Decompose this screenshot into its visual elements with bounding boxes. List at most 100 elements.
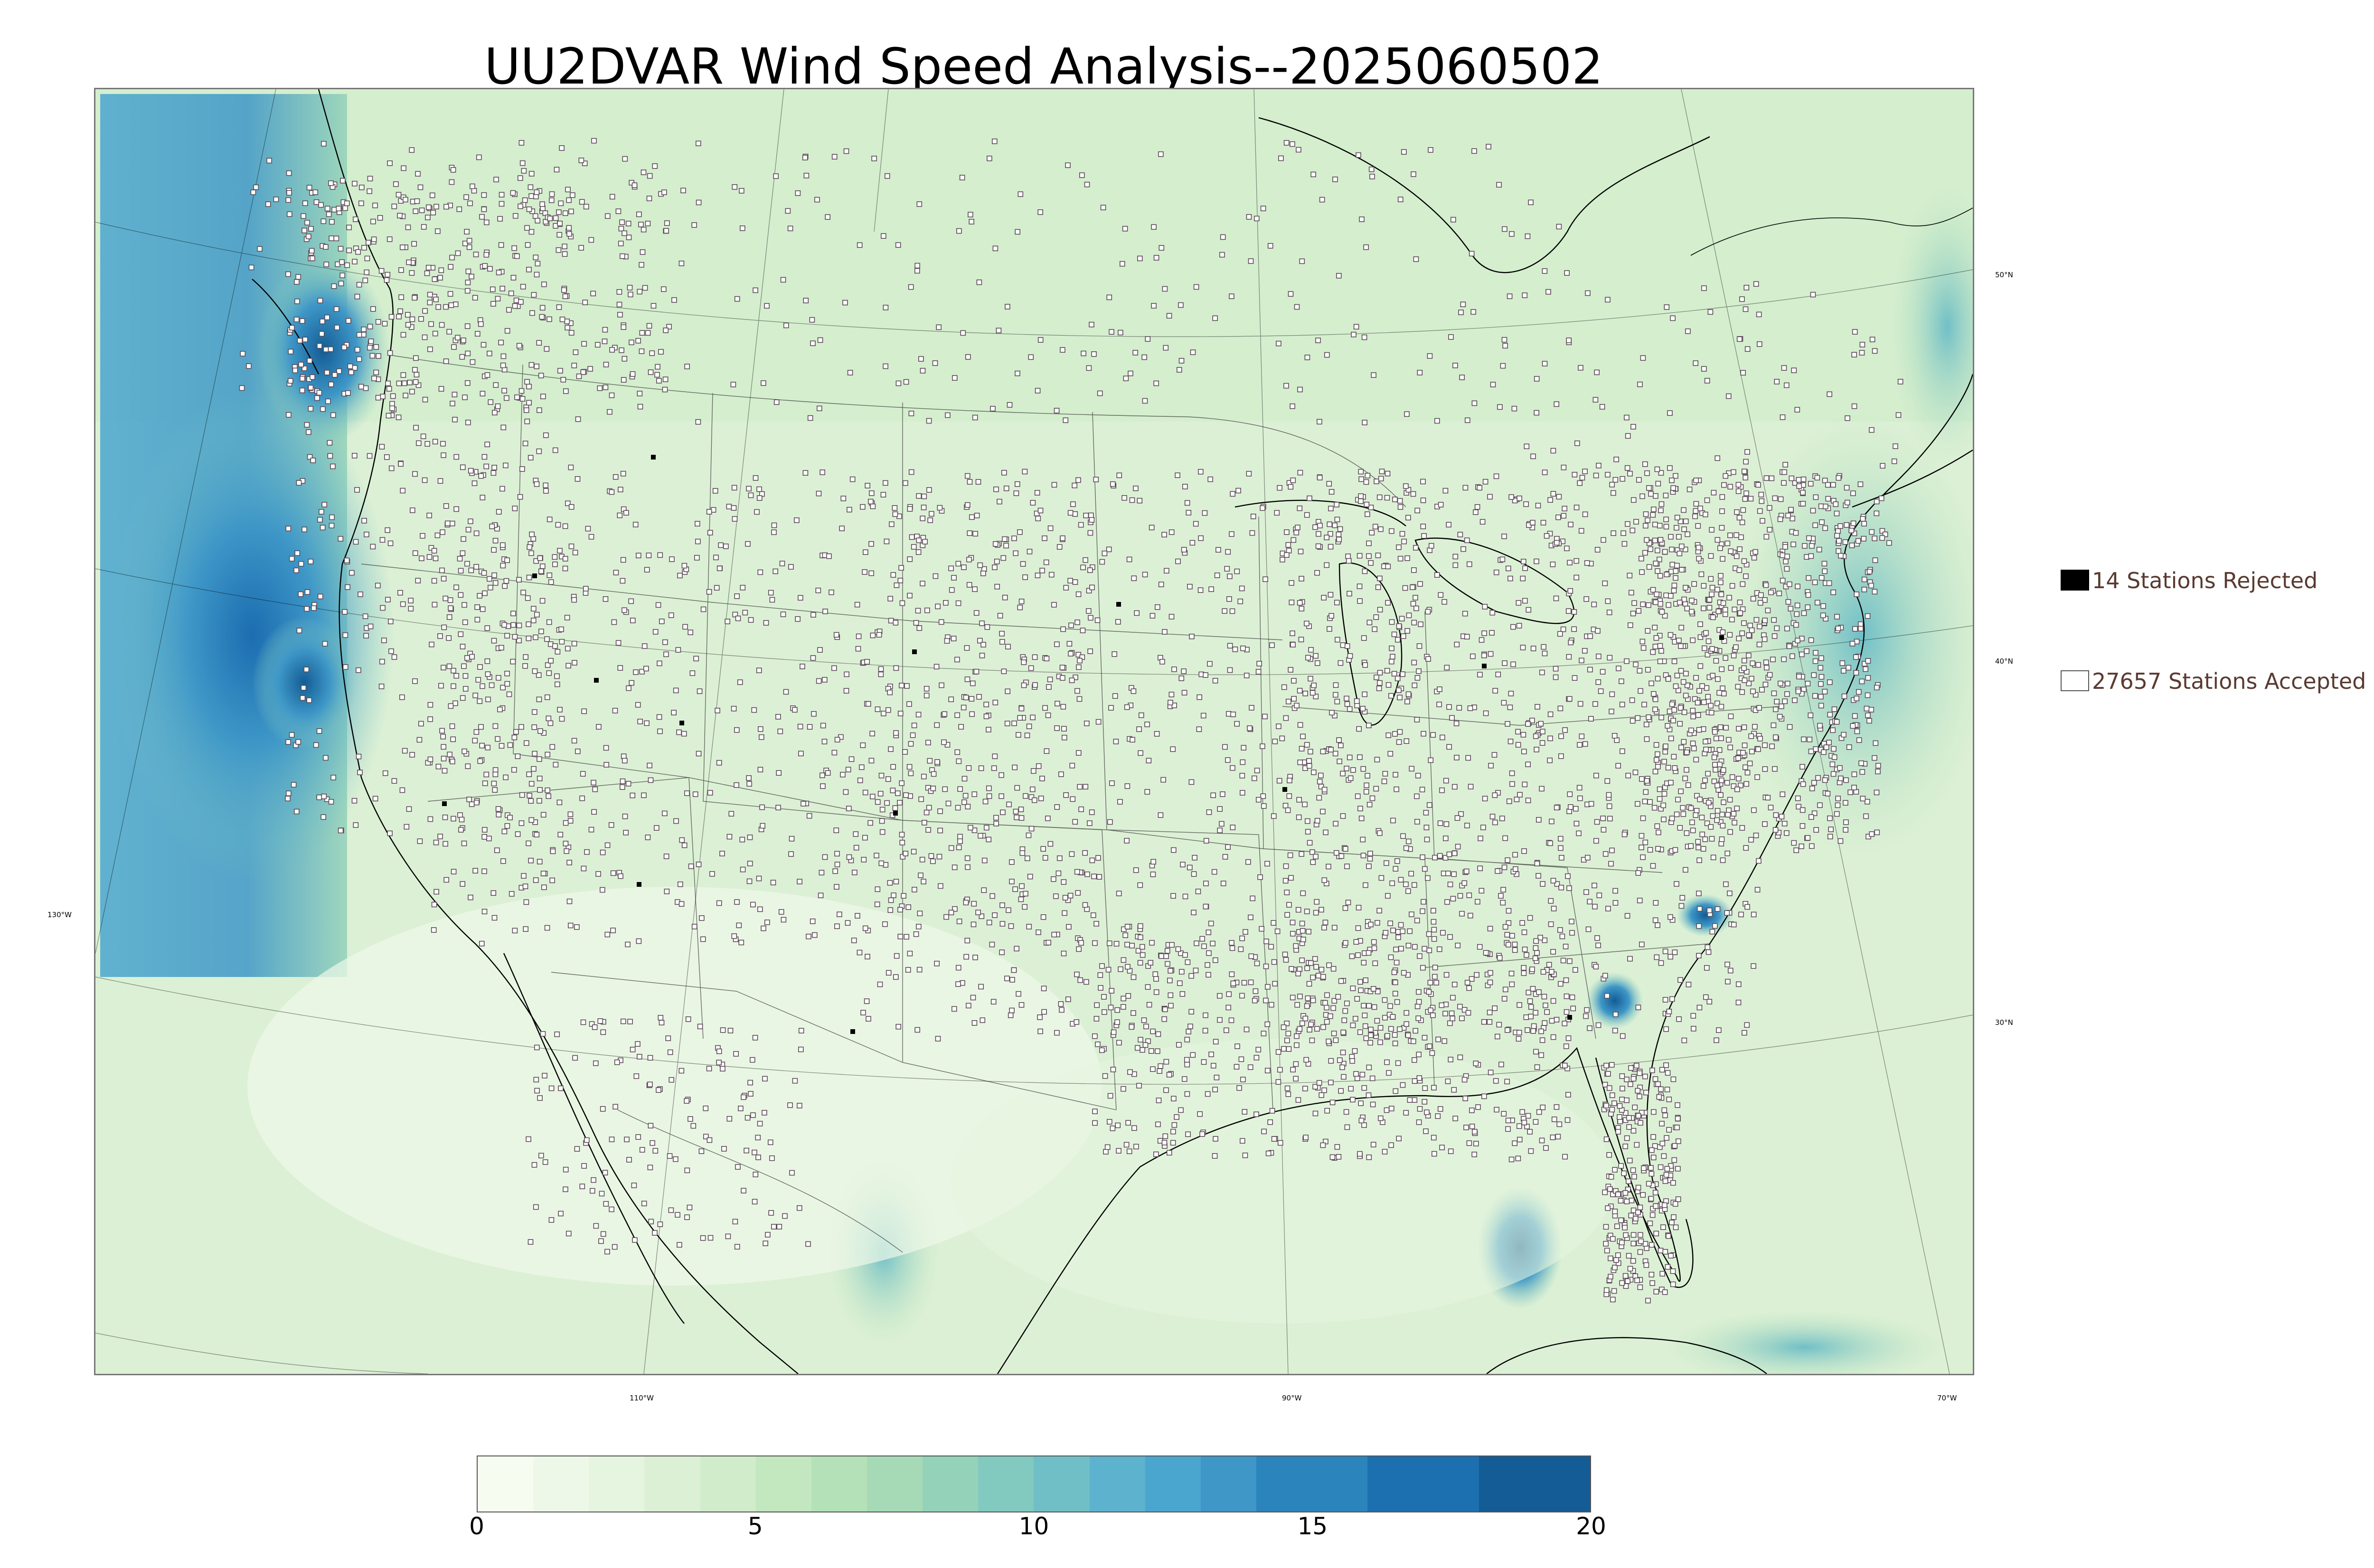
accepted-station-marker — [536, 448, 542, 454]
accepted-station-marker — [1829, 761, 1836, 767]
accepted-station-marker — [937, 827, 943, 834]
accepted-station-marker — [1714, 817, 1720, 823]
accepted-station-marker — [409, 752, 415, 758]
accepted-station-marker — [1186, 510, 1192, 516]
wind-speed-map[interactable] — [95, 89, 1973, 1374]
accepted-station-marker — [1809, 786, 1815, 791]
accepted-station-marker — [323, 262, 330, 267]
accepted-station-marker — [1445, 871, 1451, 876]
accepted-station-marker — [1326, 962, 1332, 968]
accepted-station-marker — [981, 887, 987, 893]
accepted-station-marker — [386, 386, 392, 392]
accepted-station-marker — [458, 631, 464, 637]
accepted-station-marker — [1763, 582, 1769, 588]
accepted-station-marker — [1715, 587, 1720, 592]
accepted-station-marker — [1660, 1224, 1666, 1230]
accepted-station-marker — [1789, 475, 1795, 481]
accepted-station-marker — [1087, 648, 1093, 654]
accepted-station-marker — [1692, 696, 1698, 702]
accepted-station-marker — [1861, 587, 1867, 592]
accepted-station-marker — [349, 570, 355, 576]
accepted-station-marker — [1679, 567, 1685, 573]
accepted-station-marker — [999, 921, 1006, 927]
accepted-station-marker — [502, 583, 508, 589]
accepted-station-marker — [1285, 1031, 1291, 1036]
accepted-station-marker — [1521, 930, 1527, 935]
accepted-station-marker — [1669, 1220, 1675, 1225]
accepted-station-marker — [731, 505, 737, 511]
accepted-station-marker — [1316, 795, 1322, 801]
accepted-station-marker — [593, 1223, 599, 1229]
accepted-station-marker — [440, 733, 446, 740]
accepted-station-marker — [420, 433, 426, 440]
map-title: UU2DVAR Wind Speed Analysis--2025060502 — [484, 38, 1603, 95]
accepted-station-marker — [1699, 683, 1705, 689]
accepted-station-marker — [1321, 877, 1328, 883]
accepted-station-marker — [1211, 1063, 1216, 1069]
accepted-station-marker — [636, 211, 642, 217]
accepted-station-marker — [526, 771, 532, 777]
map-panel[interactable] — [94, 88, 1974, 1375]
accepted-station-marker — [1451, 216, 1456, 223]
accepted-station-marker — [626, 685, 631, 691]
accepted-station-marker — [1716, 747, 1723, 753]
accepted-station-marker — [1510, 624, 1516, 630]
accepted-station-marker — [1464, 537, 1470, 544]
accepted-station-marker — [549, 877, 556, 883]
accepted-station-marker — [894, 582, 900, 588]
accepted-station-marker — [1652, 1143, 1658, 1149]
accepted-station-marker — [1755, 662, 1761, 668]
accepted-station-marker — [1452, 1116, 1458, 1121]
accepted-station-marker — [1018, 1002, 1025, 1008]
accepted-station-marker — [1068, 651, 1074, 657]
accepted-station-marker — [342, 609, 348, 615]
accepted-station-marker — [1715, 906, 1721, 912]
accepted-station-marker — [663, 854, 669, 859]
accepted-station-marker — [693, 656, 699, 662]
accepted-station-marker — [1283, 715, 1289, 721]
accepted-station-marker — [319, 509, 324, 515]
accepted-station-marker — [287, 378, 293, 384]
accepted-station-marker — [344, 200, 350, 207]
accepted-station-marker — [1410, 601, 1416, 607]
accepted-station-marker — [1606, 803, 1612, 809]
accepted-station-marker — [1142, 1042, 1149, 1048]
accepted-station-marker — [1511, 405, 1517, 412]
accepted-station-marker — [398, 461, 404, 467]
accepted-station-marker — [1138, 923, 1143, 929]
accepted-station-marker — [839, 526, 845, 531]
accepted-station-marker — [967, 530, 973, 536]
accepted-station-marker — [1705, 944, 1711, 950]
accepted-station-marker — [915, 549, 922, 555]
accepted-station-marker — [1683, 867, 1688, 873]
accepted-station-marker — [1608, 1274, 1613, 1279]
accepted-station-marker — [1265, 1150, 1272, 1156]
accepted-station-marker — [1774, 699, 1780, 704]
accepted-station-marker — [1545, 289, 1551, 295]
accepted-station-marker — [1669, 996, 1675, 1002]
accepted-station-marker — [1334, 600, 1340, 606]
accepted-station-marker — [1525, 798, 1531, 803]
accepted-station-marker — [1658, 714, 1664, 721]
accepted-station-marker — [1046, 684, 1052, 690]
accepted-station-marker — [1735, 755, 1741, 761]
accepted-station-marker — [1623, 1232, 1629, 1238]
accepted-station-marker — [609, 392, 615, 398]
accepted-station-marker — [892, 505, 898, 511]
accepted-station-marker — [1812, 693, 1818, 699]
accepted-station-marker — [1009, 859, 1015, 865]
meridian-130w — [95, 89, 276, 954]
accepted-station-marker — [1337, 1057, 1343, 1063]
accepted-station-marker — [933, 573, 939, 579]
accepted-station-marker — [1873, 740, 1879, 746]
accepted-station-marker — [1693, 812, 1699, 818]
accepted-station-marker — [1821, 561, 1828, 567]
accepted-station-marker — [1328, 506, 1334, 512]
accepted-station-marker — [948, 845, 954, 851]
accepted-station-marker — [1438, 592, 1444, 598]
accepted-station-marker — [1401, 970, 1407, 976]
accepted-station-marker — [1620, 1033, 1626, 1039]
accepted-station-marker — [989, 893, 995, 899]
accepted-station-marker — [1285, 1091, 1291, 1097]
accepted-station-marker — [1375, 584, 1381, 590]
